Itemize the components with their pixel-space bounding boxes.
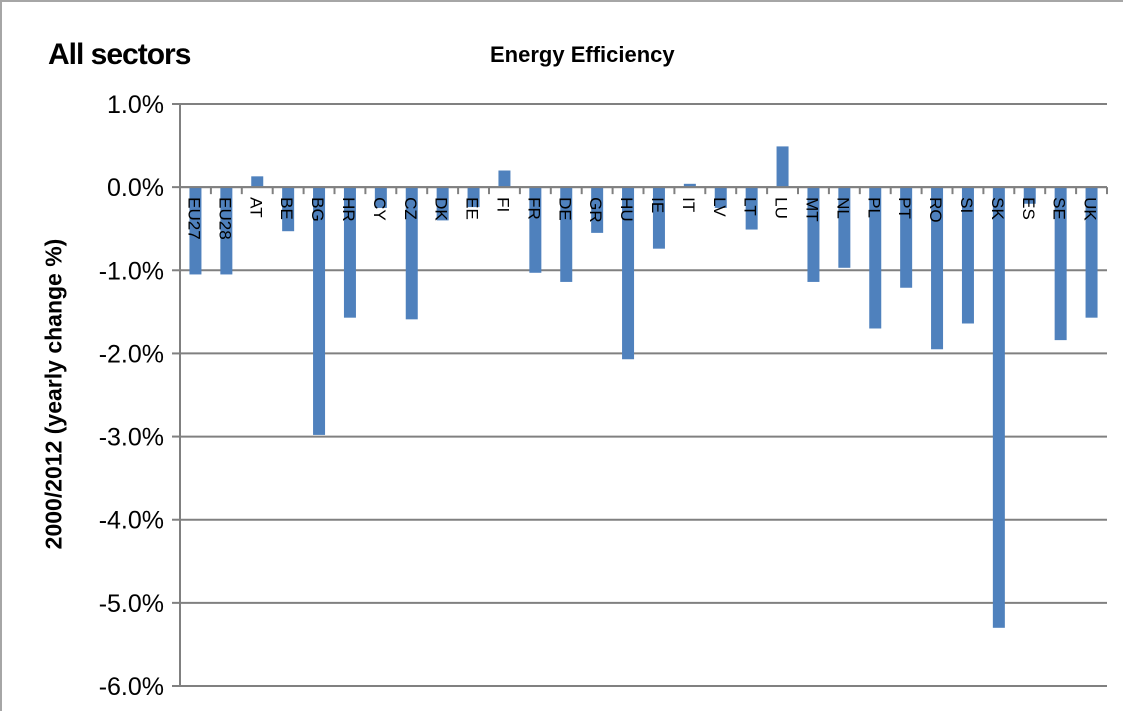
- x-tick-label: IT: [679, 197, 698, 212]
- y-tick-label: -4.0%: [99, 507, 164, 535]
- y-tick-label: 0.0%: [107, 174, 164, 202]
- bar-lu: [776, 146, 789, 188]
- y-tick-label: -6.0%: [99, 673, 164, 701]
- x-tick-label: DK: [432, 197, 451, 221]
- bar-hr: [343, 187, 356, 318]
- x-tick-label: EE: [463, 197, 482, 220]
- bar-uk: [1085, 187, 1098, 318]
- y-tick-label: -5.0%: [99, 590, 164, 618]
- x-tick-label: EU28: [215, 197, 234, 240]
- sector-title: All sectors: [48, 38, 191, 71]
- x-tick-label: FR: [524, 197, 543, 220]
- bar-cz: [405, 187, 418, 320]
- x-tick-label: SE: [1050, 197, 1069, 220]
- x-tick-label: UK: [1081, 197, 1100, 221]
- x-tick-label: LT: [741, 197, 760, 216]
- x-tick-label: GR: [586, 197, 605, 223]
- bar-sk: [992, 187, 1005, 628]
- bar-hu: [622, 187, 635, 360]
- x-tick-label: SK: [988, 197, 1007, 220]
- x-tick-label: BE: [277, 197, 296, 220]
- x-tick-label: AT: [246, 197, 265, 217]
- chart-title: Energy Efficiency: [490, 42, 675, 67]
- bar-de: [560, 187, 573, 282]
- x-tick-label: CZ: [401, 197, 420, 220]
- bar-fr: [529, 187, 542, 273]
- bar-bg: [313, 187, 326, 435]
- x-tick-label: PL: [864, 197, 883, 218]
- x-tick-label: MT: [802, 197, 821, 222]
- x-tick-label: HR: [339, 197, 358, 222]
- y-tick-label: -1.0%: [99, 257, 164, 285]
- y-tick-label: -2.0%: [99, 340, 164, 368]
- x-tick-label: IE: [648, 197, 667, 213]
- x-tick-label: BG: [308, 197, 327, 222]
- x-tick-label: LU: [772, 197, 791, 219]
- bar-ie: [652, 187, 665, 249]
- x-tick-label: RO: [926, 197, 945, 223]
- bar-mt: [807, 187, 820, 282]
- x-tick-label: NL: [833, 197, 852, 219]
- bar-pl: [869, 187, 882, 329]
- bar-lv: [714, 187, 727, 208]
- bar-be: [282, 187, 295, 232]
- x-tick-label: CY: [370, 197, 389, 221]
- bar-nl: [838, 187, 851, 268]
- x-tick-label: ES: [1019, 197, 1038, 220]
- bar-es: [1023, 187, 1036, 204]
- bar-pt: [900, 187, 913, 288]
- x-tick-label: SI: [957, 197, 976, 213]
- bar-cy: [374, 187, 387, 208]
- bar-lt: [745, 187, 758, 230]
- bar-dk: [436, 187, 449, 221]
- bar-it: [683, 183, 696, 188]
- bar-fi: [498, 170, 511, 188]
- bar-si: [961, 187, 974, 324]
- y-tick-label: -3.0%: [99, 424, 164, 452]
- x-tick-label: LV: [710, 197, 729, 217]
- bar-ee: [467, 187, 480, 208]
- bar-at: [251, 176, 264, 188]
- bar-ro: [931, 187, 944, 350]
- x-tick-label: EU27: [184, 197, 203, 240]
- bar-eu27: [189, 187, 202, 275]
- x-tick-label: PT: [895, 197, 914, 219]
- bar-gr: [591, 187, 604, 233]
- bar-eu28: [220, 187, 233, 275]
- x-tick-label: HU: [617, 197, 636, 222]
- x-tick-label: DE: [555, 197, 574, 221]
- y-tick-label: 1.0%: [107, 91, 164, 119]
- x-tick-label: FI: [493, 197, 512, 212]
- bar-se: [1054, 187, 1067, 341]
